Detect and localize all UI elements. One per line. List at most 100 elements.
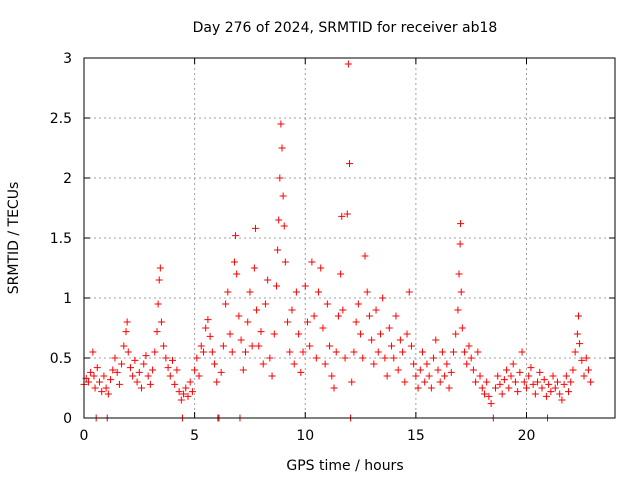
- data-point: [155, 276, 163, 284]
- data-point: [374, 348, 382, 356]
- data-point: [447, 368, 455, 376]
- data-point: [261, 300, 269, 308]
- data-point: [195, 372, 203, 380]
- data-point: [306, 342, 314, 350]
- y-tick-label: 3: [63, 51, 72, 67]
- data-point: [232, 232, 240, 240]
- data-point: [518, 348, 526, 356]
- data-point: [547, 388, 555, 396]
- x-tick-label: 20: [518, 428, 536, 444]
- data-point: [122, 328, 130, 336]
- y-axis-label: SRMTID / TECUs: [6, 182, 22, 295]
- data-point: [580, 372, 588, 380]
- data-point: [208, 348, 216, 356]
- data-point: [339, 306, 347, 314]
- data-point: [441, 372, 449, 380]
- data-point: [177, 396, 185, 404]
- data-point: [257, 328, 265, 336]
- data-point: [142, 352, 150, 360]
- data-point: [496, 380, 504, 388]
- data-point: [423, 360, 431, 368]
- data-point: [483, 378, 491, 386]
- data-point: [264, 276, 272, 284]
- data-point: [317, 264, 325, 272]
- data-point: [301, 282, 309, 290]
- data-point: [344, 60, 352, 68]
- data-point: [253, 306, 261, 314]
- data-point: [84, 378, 92, 386]
- data-point: [549, 372, 557, 380]
- data-point: [401, 378, 409, 386]
- data-point: [480, 390, 488, 398]
- data-points: [80, 60, 595, 422]
- data-point: [274, 246, 282, 254]
- y-tick-label: 2.5: [50, 111, 72, 127]
- data-point: [123, 318, 131, 326]
- data-point: [171, 380, 179, 388]
- data-point: [346, 160, 353, 168]
- data-point: [350, 348, 358, 356]
- data-point: [286, 348, 294, 356]
- data-point: [146, 380, 154, 388]
- data-point: [111, 354, 119, 362]
- data-point: [434, 366, 442, 374]
- data-point: [553, 378, 561, 386]
- data-point: [292, 288, 300, 296]
- data-point: [348, 378, 356, 386]
- data-point: [95, 378, 103, 386]
- data-point: [250, 264, 258, 272]
- data-point: [162, 354, 170, 362]
- data-point: [457, 220, 465, 228]
- data-point: [538, 384, 546, 392]
- data-point: [157, 318, 165, 326]
- data-point: [104, 390, 112, 398]
- data-point: [527, 364, 535, 372]
- data-point: [321, 360, 329, 368]
- data-point: [381, 354, 389, 362]
- data-point: [164, 364, 172, 372]
- data-point: [461, 348, 469, 356]
- data-point: [551, 384, 559, 392]
- data-point: [244, 318, 252, 326]
- data-point: [312, 354, 320, 362]
- data-point: [328, 372, 336, 380]
- data-point: [107, 376, 115, 384]
- data-point: [520, 378, 528, 386]
- data-point: [465, 342, 473, 350]
- data-point: [445, 384, 453, 392]
- y-tick-label: 1: [63, 291, 72, 307]
- data-point: [211, 360, 219, 368]
- data-point: [186, 378, 194, 386]
- data-point: [193, 354, 201, 362]
- data-point: [113, 368, 121, 376]
- data-point: [109, 366, 117, 374]
- data-point: [500, 376, 508, 384]
- data-point: [540, 376, 548, 384]
- chart-title: Day 276 of 2024, SRMTID for receiver ab1…: [193, 20, 498, 36]
- data-point: [284, 318, 292, 326]
- data-point: [343, 210, 351, 218]
- data-point: [169, 356, 176, 364]
- data-point: [299, 348, 307, 356]
- y-tick-label: 0: [63, 411, 72, 427]
- data-point: [438, 348, 446, 356]
- data-point: [368, 336, 376, 344]
- data-point: [255, 342, 263, 350]
- data-point: [277, 120, 285, 128]
- data-point: [359, 354, 367, 362]
- data-point: [151, 348, 159, 356]
- data-point: [514, 388, 522, 396]
- data-point: [407, 342, 415, 350]
- data-point: [129, 372, 137, 380]
- data-point: [405, 288, 413, 296]
- data-point: [354, 300, 362, 308]
- data-point: [383, 372, 391, 380]
- data-point: [507, 372, 515, 380]
- data-point: [197, 342, 205, 350]
- data-point: [98, 388, 106, 396]
- data-point: [323, 300, 331, 308]
- data-point: [153, 328, 161, 336]
- data-point: [376, 330, 384, 338]
- data-point: [259, 360, 267, 368]
